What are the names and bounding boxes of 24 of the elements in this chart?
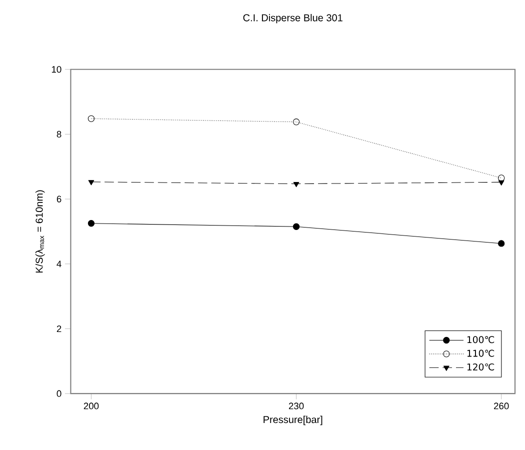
point xyxy=(498,174,505,182)
point xyxy=(88,180,94,186)
point xyxy=(498,240,505,247)
legend-label: 110℃ xyxy=(467,350,494,358)
chart-title: C.I. Disperse Blue 301 xyxy=(243,14,342,24)
y-tick-label: 6 xyxy=(56,196,62,203)
y-tick-label: 0 xyxy=(56,390,62,398)
point xyxy=(293,182,300,188)
x-axis-title: Pressure[bar] xyxy=(264,416,322,426)
point xyxy=(292,118,300,126)
point xyxy=(88,116,95,122)
x-tick-label: 230 xyxy=(288,402,304,410)
x-tick-label: 260 xyxy=(494,402,509,410)
y-tick-label: 4 xyxy=(56,260,62,268)
point xyxy=(498,180,504,186)
point xyxy=(292,223,300,230)
x-tick-label: 200 xyxy=(84,402,99,410)
y-tick-label: 10 xyxy=(52,66,62,73)
legend-label: 120℃ xyxy=(467,364,494,371)
point xyxy=(88,220,95,227)
y-tick-label: 2 xyxy=(56,326,62,332)
legend-label: 100℃ xyxy=(467,336,494,344)
y-tick-label: 8 xyxy=(56,131,62,138)
y-axis-title: K/S(λ$_{max}$ = 610nm) xyxy=(35,190,45,273)
